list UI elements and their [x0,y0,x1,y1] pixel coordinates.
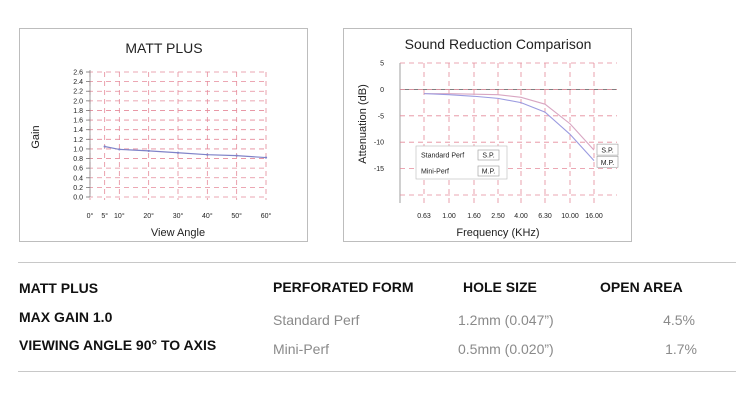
y-tick-label: 0.0 [73,195,83,202]
x-tick-label: 0.63 [417,213,431,220]
x-axis-label: View Angle [151,227,205,239]
legend-tag-box [477,149,500,161]
x-tick-label: 5° [101,212,108,220]
x-tick-label: 1.60 [467,213,481,220]
y-tick-label: -5 [378,113,384,120]
x-tick-label: 16.00 [585,213,603,220]
row-hole-standard: 1.2mm (0.047”) [458,312,554,328]
sound-chart-panel: Sound Reduction Comparison 5 0 -5 -10 -15 0.63… [343,28,632,242]
y-tick-label: 1.0 [73,146,83,153]
x-axis-label: Frequency (KHz) [456,227,539,239]
y-tick-label: 2.4 [73,79,83,86]
y-axis-label: Attenuation (dB) [357,84,369,164]
divider-top [18,262,736,263]
data-point [235,154,238,157]
series-line-0 [424,93,595,151]
header-perforated-form: PERFORATED FORM [273,279,414,295]
y-tick-label: 0.4 [73,175,83,182]
x-tick-label: 50° [231,212,242,220]
series-line [104,145,267,159]
legend-tag: S.P. [482,153,494,160]
y-tick-label: 2.2 [73,89,83,96]
x-tick-label: 2.50 [491,213,505,220]
x-tick-label: 10° [114,212,125,220]
legend-tag: M.P. [482,169,496,176]
x-tick-label: 4.00 [514,213,528,220]
series-end-tag-box [596,155,619,168]
x-tick-label: 40° [202,212,213,220]
row-open-mini: 1.7% [665,341,697,357]
y-tick-label: -15 [374,166,384,173]
gain-chart: MATT PLUS 0.0 0.2 0.4 0.6 0.8 1.0 1.2 1.4 1.6 1.8 2… [30,40,272,239]
row-hole-mini: 0.5mm (0.020”) [458,341,554,357]
y-tick-label: 1.8 [73,108,83,115]
chart-title: MATT PLUS [125,40,202,56]
y-tick-label: 0.2 [73,185,83,192]
y-tick-label: 0.6 [73,166,83,173]
legend-label: Mini-Perf [421,169,449,176]
header-open-area: OPEN AREA [600,279,683,295]
y-tick-label: 0.8 [73,156,83,163]
data-point [118,148,121,151]
sound-reduction-chart: Sound Reduction Comparison 5 0 -5 -10 -15 0.63… [357,36,619,239]
product-name: MATT PLUS [19,280,99,296]
divider-bottom [18,371,736,372]
chart-title: Sound Reduction Comparison [405,36,592,52]
gain-chart-panel: MATT PLUS 0.0 0.2 0.4 0.6 0.8 1.0 1.2 1.4 1.6 1.8 2… [19,28,308,242]
x-tick-label: 10.00 [561,213,579,220]
header-hole-size: HOLE SIZE [463,279,537,295]
y-tick-label: 0 [380,87,384,94]
y-tick-label: 5 [380,61,384,68]
series-end-tag-box [596,143,619,156]
row-form-mini: Mini-Perf [273,341,330,357]
y-tick-label: 2.6 [73,70,83,77]
data-point [103,145,106,148]
x-tick-label: 30° [173,212,184,220]
y-tick-label: 1.2 [73,137,83,144]
legend-tag-box [477,165,500,177]
data-point [176,151,180,154]
x-tick-label: 20° [143,212,154,220]
y-tick-label: 1.6 [73,118,83,125]
data-point [264,156,268,159]
x-tick-label: 6.30 [538,213,552,220]
data-point [206,153,209,156]
x-tick-label: 1.00 [442,213,456,220]
series-line-1 [423,93,595,162]
series-end-tag: M.P. [601,160,615,167]
viewing-angle-text: VIEWING ANGLE 90° TO AXIS [19,337,217,353]
row-open-standard: 4.5% [663,312,695,328]
y-tick-label: 2.0 [73,98,83,105]
legend-label: Standard Perf [421,153,464,160]
y-tick-label: -10 [374,140,384,147]
data-point [147,149,150,152]
y-tick-label: 1.4 [73,127,83,134]
series-end-tag: S.P. [601,148,613,155]
x-tick-label: 60° [261,212,272,220]
y-axis-label: Gain [30,125,42,148]
x-tick-label: 0° [87,212,94,220]
row-form-standard: Standard Perf [273,312,360,328]
max-gain-text: MAX GAIN 1.0 [19,309,113,325]
